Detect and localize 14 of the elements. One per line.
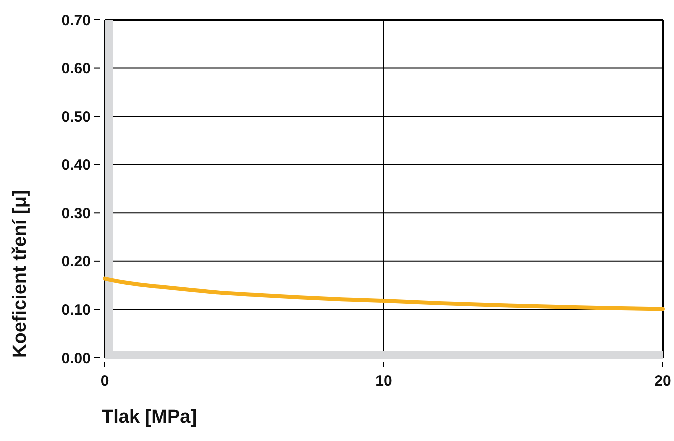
line-series — [103, 276, 665, 312]
y-tick-label: 0.60 — [62, 60, 91, 78]
y-tick-label: 0.10 — [62, 302, 91, 319]
x-tick-label: 0 — [100, 373, 110, 390]
y-tick-label: 0.30 — [62, 205, 91, 222]
x-tick-label: 10 — [376, 373, 392, 390]
y-tick-label: 0.70 — [62, 12, 91, 30]
y-tick-label: 0.50 — [62, 108, 91, 126]
y-tick-label: 0.20 — [62, 254, 91, 271]
y-axis-title: Koeficient tření [μ] — [10, 190, 31, 358]
y-tick-label: 0.00 — [62, 350, 91, 368]
x-axis-title: Tlak [MPa] — [102, 407, 198, 428]
y-tick-label: 0.40 — [62, 157, 91, 174]
x-tick-label: 20 — [654, 373, 672, 390]
